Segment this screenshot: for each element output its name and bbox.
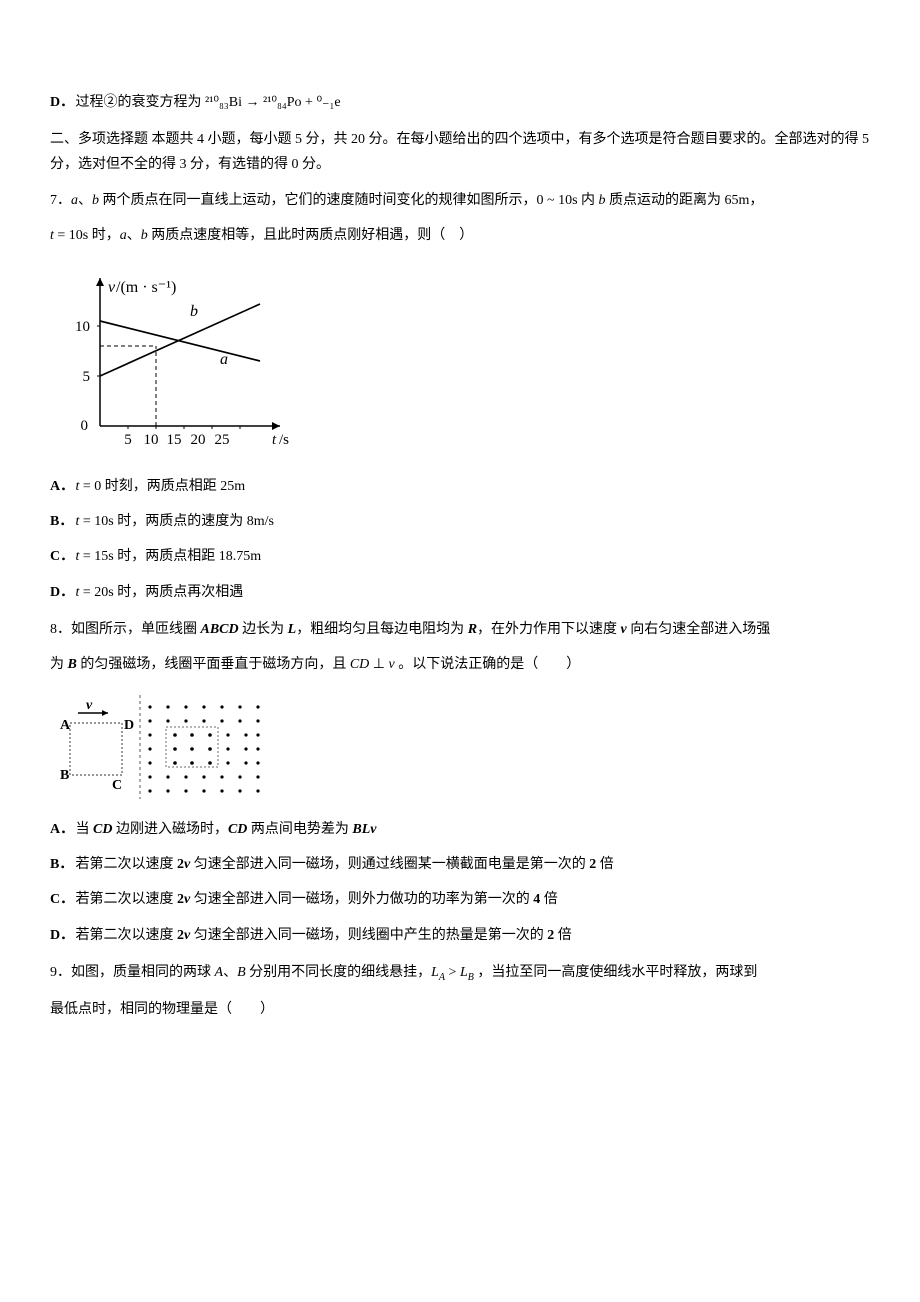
option-label: B． bbox=[50, 509, 72, 534]
section-2-header: 二、多项选择题 本题共 4 小题，每小题 5 分，共 20 分。在每小题给出的四… bbox=[50, 127, 870, 177]
q7-option-b: B． t = 10s 时，两质点的速度为 8m/s bbox=[50, 509, 870, 534]
option-text: 若第二次以速度 2v 匀速全部进入同一磁场，则通过线圈某一横截面电量是第一次的 … bbox=[76, 857, 614, 872]
q7-stem-line2: t = 10s 时，a、b 两质点速度相等，且此时两质点刚好相遇，则（ ） bbox=[50, 223, 870, 248]
option-label: C． bbox=[50, 887, 72, 912]
option-text: 过程②的衰变方程为 ²¹⁰₈₃Bi → ²¹⁰₈₄Po + ⁰₋₁e bbox=[76, 95, 341, 110]
option-text: 若第二次以速度 2v 匀速全部进入同一磁场，则外力做功的功率为第一次的 4 倍 bbox=[76, 892, 558, 907]
q8-figure: v A B C D bbox=[60, 695, 870, 799]
svg-text:10: 10 bbox=[144, 432, 159, 448]
q8-option-c: C． 若第二次以速度 2v 匀速全部进入同一磁场，则外力做功的功率为第一次的 4… bbox=[50, 887, 870, 912]
svg-text:D: D bbox=[124, 718, 134, 733]
q9-stem-line1: 9．如图，质量相同的两球 A、B 分别用不同长度的细线悬挂，LA > LB ，当… bbox=[50, 960, 870, 987]
svg-text:a: a bbox=[220, 351, 228, 368]
option-text: t = 15s 时，两质点相距 18.75m bbox=[76, 549, 262, 564]
q8-option-b: B． 若第二次以速度 2v 匀速全部进入同一磁场，则通过线圈某一横截面电量是第一… bbox=[50, 852, 870, 877]
svg-text:t: t bbox=[272, 432, 277, 448]
option-text: 当 CD 边刚进入磁场时，CD 两点间电势差为 BLv bbox=[76, 822, 377, 837]
q7-chart: 0 5 10 5 10 15 20 25 t /s v /(m · s⁻¹) b… bbox=[60, 266, 870, 456]
option-label: B． bbox=[50, 852, 72, 877]
option-label: A． bbox=[50, 817, 72, 842]
svg-text:v: v bbox=[108, 279, 116, 296]
q9-stem-text1: 9．如图，质量相同的两球 A、B 分别用不同长度的细线悬挂，LA > LB ，当… bbox=[50, 965, 757, 980]
q7-stem-text1: 7．a、b 两个质点在同一直线上运动，它们的速度随时间变化的规律如图所示，0 ~… bbox=[50, 193, 763, 208]
option-text: 若第二次以速度 2v 匀速全部进入同一磁场，则线圈中产生的热量是第一次的 2 倍 bbox=[76, 928, 572, 943]
svg-text:/(m · s⁻¹): /(m · s⁻¹) bbox=[116, 279, 176, 296]
option-label: D． bbox=[50, 90, 72, 115]
option-label: D． bbox=[50, 923, 72, 948]
option-label: D． bbox=[50, 580, 72, 605]
q7-option-d: D． t = 20s 时，两质点再次相遇 bbox=[50, 580, 870, 605]
svg-text:5: 5 bbox=[83, 369, 91, 385]
q9-stem-text2: 最低点时，相同的物理量是（ ） bbox=[50, 1002, 274, 1017]
q6-option-d: D． 过程②的衰变方程为 ²¹⁰₈₃Bi → ²¹⁰₈₄Po + ⁰₋₁e bbox=[50, 90, 870, 115]
svg-text:15: 15 bbox=[167, 432, 182, 448]
option-text: t = 10s 时，两质点的速度为 8m/s bbox=[76, 514, 274, 529]
svg-text:5: 5 bbox=[124, 432, 132, 448]
q8-stem-text2: 为 B 的匀强磁场，线圈平面垂直于磁场方向，且 CD ⊥ v 。以下说法正确的是… bbox=[50, 657, 580, 672]
option-label: C． bbox=[50, 544, 72, 569]
q8-stem-text1: 8．如图所示，单匝线圈 ABCD 边长为 L，粗细均匀且每边电阻均为 R，在外力… bbox=[50, 622, 770, 637]
svg-text:25: 25 bbox=[215, 432, 230, 448]
svg-text:A: A bbox=[60, 718, 71, 733]
q8-stem-line2: 为 B 的匀强磁场，线圈平面垂直于磁场方向，且 CD ⊥ v 。以下说法正确的是… bbox=[50, 652, 870, 677]
q7-option-c: C． t = 15s 时，两质点相距 18.75m bbox=[50, 544, 870, 569]
q7-option-a: A． t = 0 时刻，两质点相距 25m bbox=[50, 474, 870, 499]
svg-text:0: 0 bbox=[81, 418, 89, 434]
q8-option-a: A． 当 CD 边刚进入磁场时，CD 两点间电势差为 BLv bbox=[50, 817, 870, 842]
svg-text:v: v bbox=[86, 698, 93, 713]
svg-text:10: 10 bbox=[75, 319, 90, 335]
q7-stem-line1: 7．a、b 两个质点在同一直线上运动，它们的速度随时间变化的规律如图所示，0 ~… bbox=[50, 188, 870, 213]
q9-stem-line2: 最低点时，相同的物理量是（ ） bbox=[50, 997, 870, 1022]
q8-stem-line1: 8．如图所示，单匝线圈 ABCD 边长为 L，粗细均匀且每边电阻均为 R，在外力… bbox=[50, 617, 870, 642]
q8-option-d: D． 若第二次以速度 2v 匀速全部进入同一磁场，则线圈中产生的热量是第一次的 … bbox=[50, 923, 870, 948]
option-label: A． bbox=[50, 474, 72, 499]
svg-text:/s: /s bbox=[279, 432, 289, 448]
svg-text:C: C bbox=[112, 778, 122, 793]
svg-text:b: b bbox=[190, 303, 198, 320]
q7-stem-text2: t = 10s 时，a、b 两质点速度相等，且此时两质点刚好相遇，则（ ） bbox=[50, 228, 473, 243]
svg-text:B: B bbox=[60, 768, 69, 783]
option-text: t = 0 时刻，两质点相距 25m bbox=[76, 479, 246, 494]
option-text: t = 20s 时，两质点再次相遇 bbox=[76, 585, 244, 600]
svg-text:20: 20 bbox=[191, 432, 206, 448]
